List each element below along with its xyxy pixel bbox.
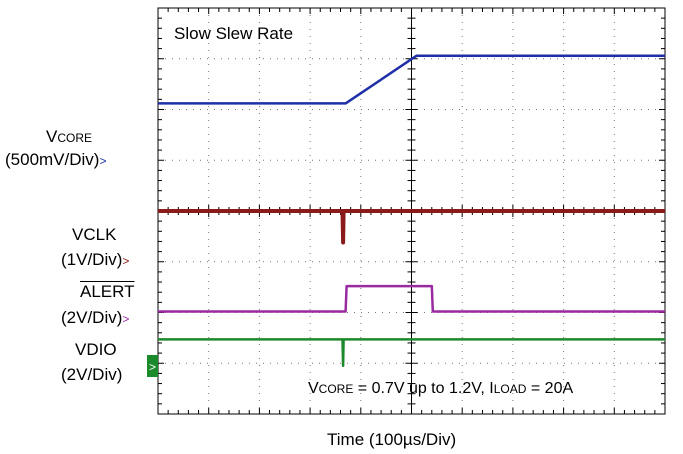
vdio-marker-arrow: > — [149, 360, 156, 374]
vcore-scale: (500mV/Div)> — [5, 150, 107, 169]
chart-title: Slow Slew Rate — [174, 24, 294, 43]
x-axis-label: Time (100µs/Div) — [327, 430, 457, 449]
alert-name: ALERT — [80, 282, 135, 301]
vclk-name: VCLK — [72, 225, 117, 244]
vdio-name: VDIO — [75, 340, 117, 359]
vcore-trace — [158, 54, 665, 105]
vclk-trace — [158, 209, 665, 245]
alert-trace — [158, 284, 665, 313]
vcore-name: VCORE — [46, 127, 93, 146]
vdio-trace — [158, 338, 665, 368]
alert-scale: (2V/Div)> — [61, 308, 130, 327]
condition-annotation: VCORE = 0.7V up to 1.2V, ILOAD = 20A — [308, 380, 574, 397]
vdio-scale: (2V/Div) — [61, 365, 123, 384]
vclk-scale: (1V/Div)> — [61, 250, 130, 269]
traces — [158, 54, 665, 368]
vdio-marker — [147, 355, 158, 377]
